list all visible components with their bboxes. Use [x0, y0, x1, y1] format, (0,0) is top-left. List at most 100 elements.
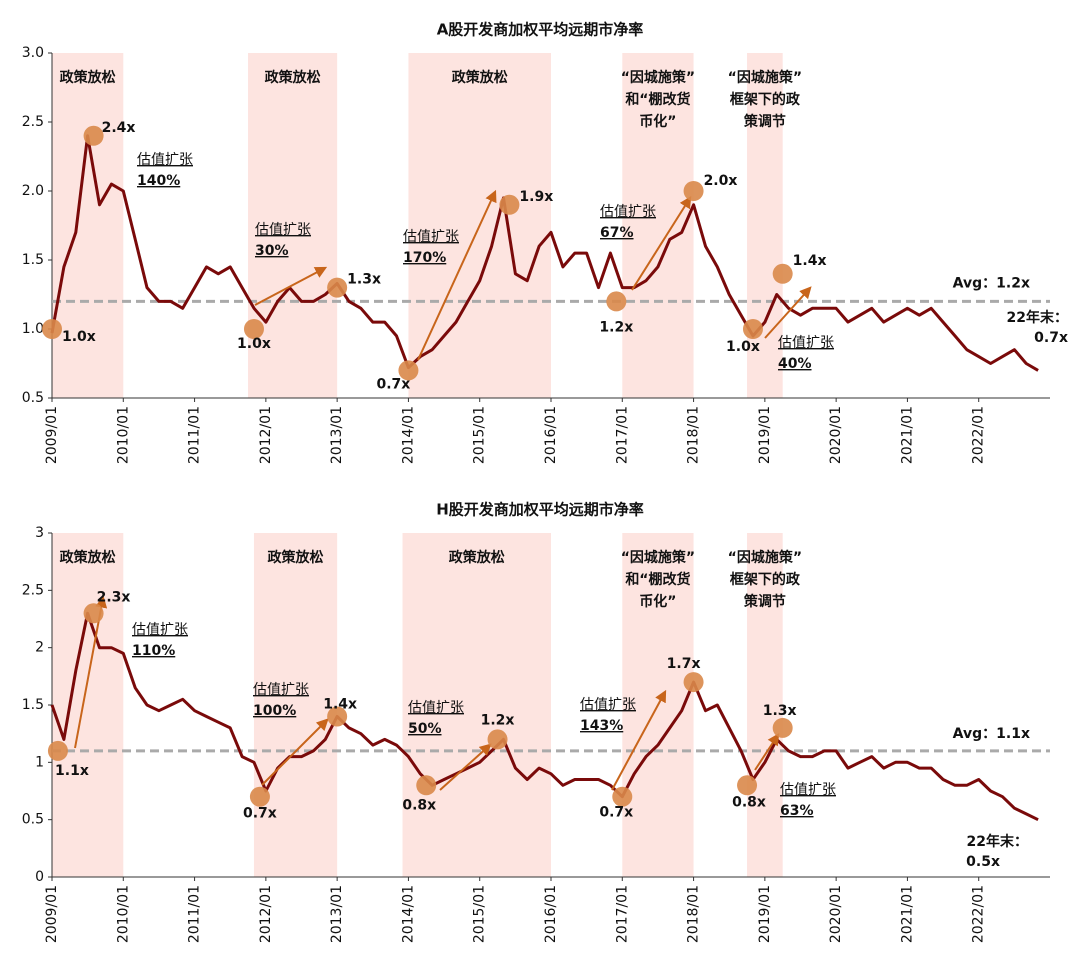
x-tick-label: 2012/01	[258, 406, 274, 464]
y-tick-label: 0.5	[22, 812, 44, 828]
marker-label: 0.8x	[402, 797, 436, 813]
period-label: “因城施策”	[621, 549, 695, 566]
marker	[737, 775, 758, 796]
expansion-label: 估值扩张	[403, 229, 459, 245]
x-tick-label: 2015/01	[472, 406, 488, 464]
y-tick-label: 2	[35, 640, 44, 656]
marker-label: 1.4x	[793, 253, 827, 269]
expansion-label: 估值扩张	[255, 222, 311, 238]
x-tick-label: 2009/01	[44, 406, 60, 464]
x-tick-label: 2014/01	[400, 406, 416, 464]
chart-title: H股开发商加权平均远期市净率	[436, 501, 644, 519]
marker-label: 1.3x	[347, 272, 381, 288]
x-tick-label: 2013/01	[329, 406, 345, 464]
period-label: 和“棚改货	[625, 91, 690, 108]
y-tick-label: 3.0	[22, 45, 44, 61]
x-tick-label: 2019/01	[757, 885, 773, 943]
arrow	[74, 595, 108, 749]
expansion-value: 143%	[580, 718, 623, 734]
marker	[487, 729, 508, 750]
period-label: “因城施策”	[728, 69, 802, 86]
x-tick-label: 2016/01	[543, 406, 559, 464]
marker-label: 1.0x	[726, 339, 760, 355]
arrow	[439, 743, 492, 791]
marker	[249, 786, 270, 807]
policy-period	[622, 53, 694, 398]
y-tick-label: 0	[35, 869, 44, 885]
policy-period	[52, 53, 124, 398]
marker-label: 1.4x	[323, 696, 357, 712]
expansion-value: 40%	[778, 356, 812, 372]
marker	[772, 717, 793, 738]
y-tick-label: 1.5	[22, 697, 44, 713]
marker	[83, 125, 104, 146]
period-label: “因城施策”	[621, 69, 695, 86]
year-end-label: 22年末：	[967, 833, 1028, 850]
expansion-label: 估值扩张	[580, 697, 636, 713]
marker	[47, 740, 68, 761]
marker-label: 2.4x	[102, 120, 136, 136]
period-label: 策调节	[743, 113, 786, 130]
average-label: Avg：1.2x	[953, 275, 1030, 291]
y-tick-label: 1.0	[22, 321, 44, 337]
marker	[499, 194, 520, 215]
line-series	[50, 134, 1039, 372]
expansion-value: 30%	[255, 243, 289, 259]
period-label: “因城施策”	[728, 549, 802, 566]
marker	[83, 603, 104, 624]
arrow	[254, 266, 328, 306]
x-tick-label: 2011/01	[187, 885, 203, 943]
x-tick-label: 2011/01	[187, 406, 203, 464]
policy-period	[248, 53, 338, 398]
x-tick-label: 2014/01	[400, 885, 416, 943]
x-tick-label: 2009/01	[44, 885, 60, 943]
arrow	[631, 195, 692, 291]
x-tick-label: 2015/01	[472, 885, 488, 943]
expansion-value: 67%	[600, 225, 634, 241]
expansion-label: 估值扩张	[600, 204, 656, 220]
policy-period	[747, 533, 783, 877]
period-label: 框架下的政	[730, 91, 801, 108]
x-tick-label: 2019/01	[757, 406, 773, 464]
x-tick-label: 2010/01	[115, 885, 131, 943]
expansion-label: 估值扩张	[780, 782, 836, 798]
year-end-value: 0.7x	[1034, 330, 1068, 346]
period-label: 政策放松	[265, 69, 321, 86]
chart-title: A股开发商加权平均远期市净率	[437, 21, 644, 39]
x-tick-label: 2018/01	[686, 406, 702, 464]
policy-period	[402, 533, 551, 877]
marker	[327, 706, 348, 727]
expansion-value: 110%	[132, 643, 175, 659]
arrow	[611, 689, 667, 791]
x-tick-label: 2022/01	[971, 406, 987, 464]
marker-label: 0.8x	[732, 794, 766, 810]
marker-label: 1.2x	[481, 712, 515, 728]
year-end-label: 22年末：	[1007, 309, 1068, 326]
expansion-value: 170%	[403, 250, 446, 266]
expansion-label: 估值扩张	[137, 152, 193, 168]
marker	[398, 360, 419, 381]
arrow	[417, 189, 497, 361]
marker	[612, 786, 633, 807]
marker-label: 1.2x	[599, 319, 633, 335]
x-tick-label: 2021/01	[899, 885, 915, 943]
expansion-value: 50%	[408, 721, 442, 737]
average-label: Avg：1.1x	[953, 726, 1030, 742]
marker	[772, 263, 793, 284]
marker-label: 0.7x	[243, 806, 277, 822]
x-tick-label: 2016/01	[543, 885, 559, 943]
expansion-value: 100%	[253, 703, 296, 719]
period-label: 框架下的政	[730, 571, 801, 588]
arrow	[754, 732, 780, 771]
period-label: 政策放松	[452, 69, 508, 86]
period-label: 政策放松	[60, 549, 116, 566]
expansion-value: 140%	[137, 173, 180, 189]
x-tick-label: 2021/01	[899, 406, 915, 464]
y-tick-label: 2.0	[22, 183, 44, 199]
period-label: 政策放松	[268, 549, 324, 566]
marker	[742, 319, 763, 339]
policy-period	[747, 53, 783, 398]
marker-label: 1.7x	[667, 656, 701, 672]
